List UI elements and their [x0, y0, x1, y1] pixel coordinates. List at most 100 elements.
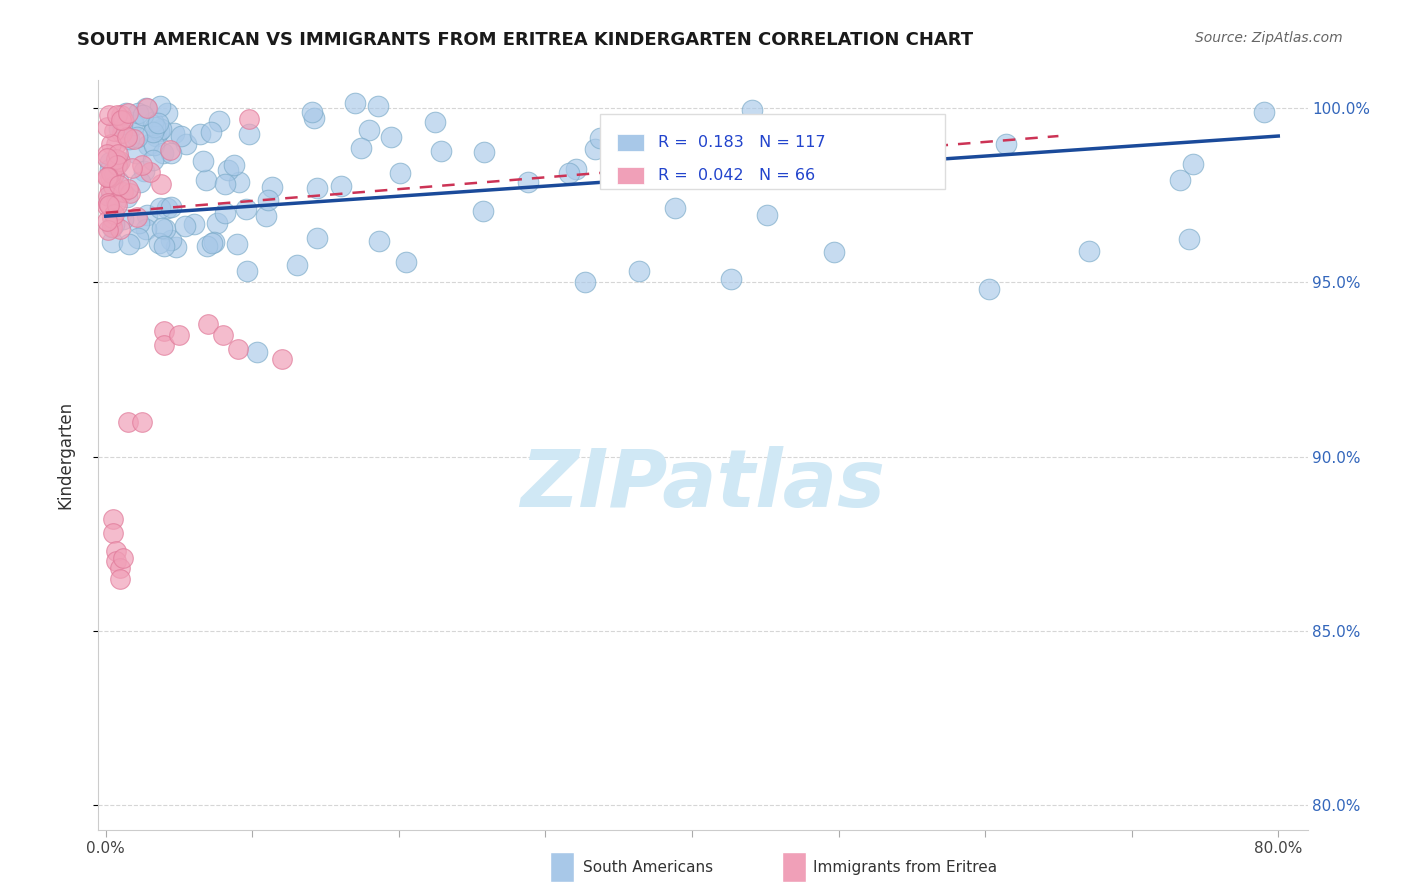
Text: South Americans: South Americans	[583, 860, 714, 874]
Point	[97, 195, 120, 210]
Point	[907, 159, 929, 173]
Point	[235, 202, 257, 216]
Point	[153, 222, 176, 236]
Point	[153, 239, 176, 253]
Point	[110, 108, 132, 122]
Point	[557, 166, 579, 180]
Point	[148, 124, 170, 138]
Point	[135, 221, 157, 235]
Point	[368, 234, 391, 248]
Point	[148, 235, 170, 250]
Point	[389, 165, 412, 179]
Point	[118, 132, 141, 146]
Point	[238, 112, 260, 126]
Point	[136, 101, 159, 115]
Point	[979, 282, 1001, 296]
Point	[167, 327, 190, 342]
Point	[471, 204, 494, 219]
Point	[108, 154, 131, 169]
Point	[100, 189, 122, 203]
Point	[127, 130, 149, 145]
Point	[111, 117, 134, 131]
Point	[135, 101, 157, 115]
Point	[165, 239, 187, 253]
Point	[143, 137, 166, 152]
Point	[127, 210, 149, 224]
Point	[150, 221, 173, 235]
Point	[1253, 104, 1275, 119]
Point	[103, 207, 125, 221]
Point	[183, 217, 205, 231]
Point	[208, 113, 231, 128]
Point	[112, 212, 135, 227]
Point	[176, 136, 198, 151]
Point	[160, 233, 183, 247]
Point	[96, 170, 118, 185]
Point	[110, 561, 132, 575]
Point	[117, 182, 139, 196]
Point	[224, 158, 246, 172]
Point	[307, 230, 329, 244]
Point	[143, 120, 166, 134]
Point	[169, 128, 191, 143]
Point	[173, 219, 195, 234]
Point	[110, 112, 132, 127]
Point	[142, 125, 165, 139]
Point	[305, 180, 328, 194]
Point	[344, 96, 367, 111]
Point	[142, 115, 165, 129]
Text: SOUTH AMERICAN VS IMMIGRANTS FROM ERITREA KINDERGARTEN CORRELATION CHART: SOUTH AMERICAN VS IMMIGRANTS FROM ERITRE…	[77, 31, 973, 49]
Point	[330, 179, 353, 194]
Point	[159, 143, 181, 157]
Point	[111, 185, 134, 199]
Point	[197, 317, 219, 331]
Point	[146, 116, 169, 130]
Point	[564, 162, 586, 177]
Text: R =  0.183   N = 117: R = 0.183 N = 117	[658, 135, 825, 150]
Point	[117, 415, 139, 429]
FancyBboxPatch shape	[617, 167, 644, 184]
Point	[195, 239, 218, 253]
Point	[127, 231, 149, 245]
Point	[132, 108, 155, 122]
Point	[101, 512, 124, 526]
Point	[664, 201, 686, 215]
Point	[101, 179, 124, 194]
Point	[111, 127, 134, 141]
Point	[122, 118, 145, 132]
Point	[101, 526, 124, 541]
Point	[1178, 232, 1201, 246]
Text: R =  0.042   N = 66: R = 0.042 N = 66	[658, 168, 815, 183]
Point	[100, 166, 122, 180]
Point	[107, 174, 129, 188]
Point	[145, 129, 167, 144]
Point	[270, 352, 292, 367]
Point	[96, 214, 118, 228]
Point	[472, 145, 495, 159]
Point	[139, 165, 162, 179]
Point	[105, 195, 128, 210]
Point	[97, 198, 120, 212]
Point	[142, 153, 165, 168]
Point	[105, 198, 128, 212]
Point	[226, 342, 249, 356]
Point	[574, 275, 596, 289]
Point	[103, 124, 125, 138]
Point	[156, 106, 179, 120]
Y-axis label: Kindergarten: Kindergarten	[56, 401, 75, 509]
Point	[118, 237, 141, 252]
Point	[110, 572, 132, 586]
Point	[111, 113, 134, 128]
Point	[105, 554, 128, 568]
Point	[100, 137, 122, 152]
Point	[741, 103, 763, 117]
Point	[191, 153, 214, 168]
Point	[105, 158, 128, 172]
Point	[588, 130, 610, 145]
Point	[260, 179, 283, 194]
Point	[107, 178, 129, 192]
Point	[103, 217, 125, 231]
Point	[98, 169, 121, 184]
Point	[194, 172, 217, 186]
Point	[129, 175, 152, 189]
